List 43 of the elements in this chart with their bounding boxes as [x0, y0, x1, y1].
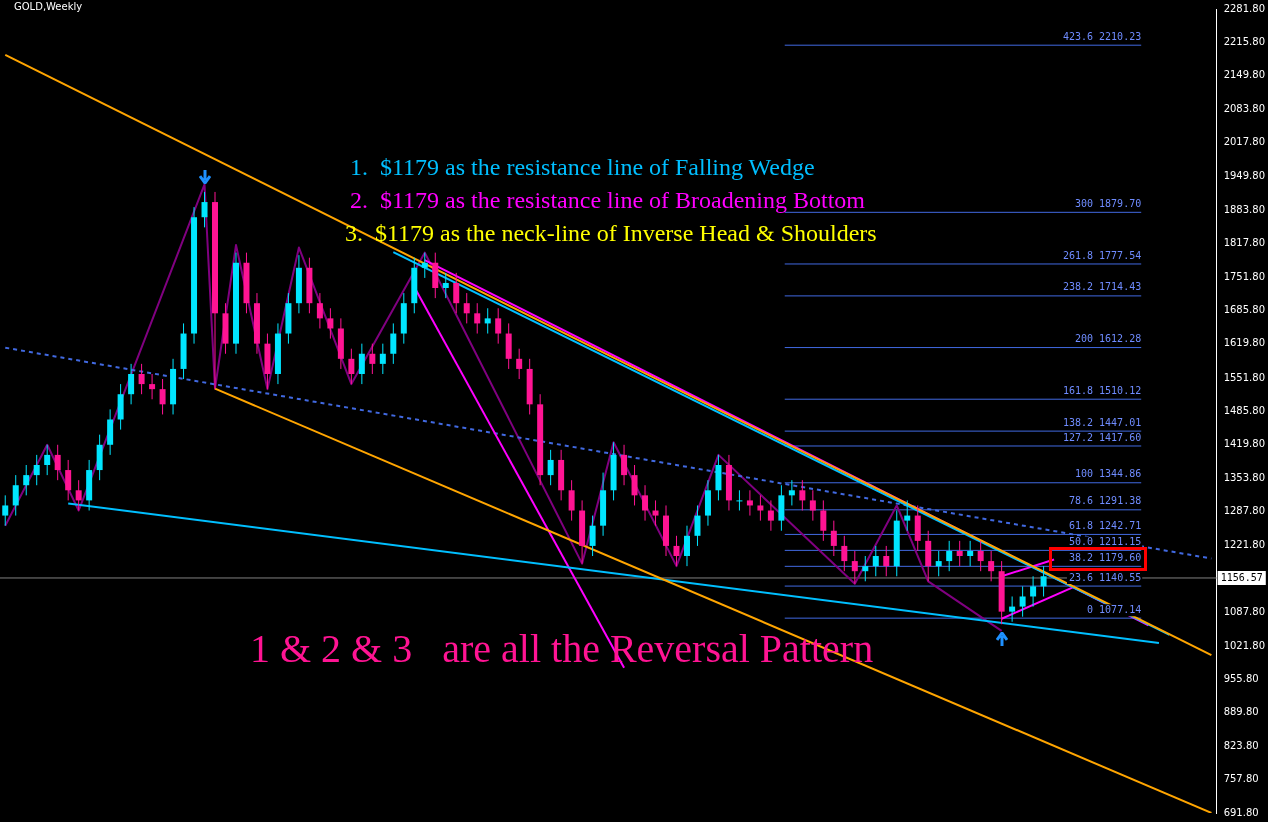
ref-line-label: 50.0 1211.15 [1068, 535, 1142, 547]
ref-line-label: 1156.57 [1220, 571, 1263, 583]
y-tick-label: 2215.80 [1223, 35, 1266, 47]
y-tick-label: 1685.80 [1223, 303, 1266, 315]
ref-line-label: 78.6 1291.38 [1068, 495, 1142, 507]
y-tick-label: 889.80 [1223, 706, 1259, 718]
y-tick-label: 955.80 [1223, 673, 1259, 685]
y-tick-label: 757.80 [1223, 773, 1259, 785]
y-tick-label: 1021.80 [1223, 639, 1266, 651]
ref-line-label: 100 1344.86 [1074, 468, 1142, 480]
y-tick-label: 1551.80 [1223, 371, 1266, 383]
y-tick-label: 1817.80 [1223, 237, 1266, 249]
ref-line-label: 161.8 1510.12 [1062, 384, 1142, 396]
ref-line-label: 0 1077.14 [1087, 603, 1142, 615]
y-tick-label: 1287.80 [1223, 505, 1266, 517]
y-tick-label: 1485.80 [1223, 405, 1266, 417]
ref-line-label: 261.8 1777.54 [1062, 249, 1142, 261]
y-tick-label: 1353.80 [1223, 471, 1266, 483]
ref-line-label: 423.6 2210.23 [1062, 30, 1142, 42]
y-tick-label: 823.80 [1223, 739, 1259, 751]
y-tick-label: 1221.80 [1223, 538, 1266, 550]
y-tick-label: 2083.80 [1223, 102, 1266, 114]
ref-line-label: 23.6 1140.55 [1068, 571, 1142, 583]
y-tick-label: 1419.80 [1223, 438, 1266, 450]
y-tick-label: 691.80 [1223, 806, 1259, 818]
y-tick-label: 1619.80 [1223, 337, 1266, 349]
y-tick-label: 1883.80 [1223, 203, 1266, 215]
chart-title: GOLD,Weekly [14, 0, 83, 12]
ref-line-label: 38.2 1179.60 [1068, 551, 1142, 563]
ref-line-label: 138.2 1447.01 [1062, 416, 1142, 428]
y-tick-label: 2017.80 [1223, 136, 1266, 148]
y-tick-label: 1751.80 [1223, 270, 1266, 282]
y-tick-label: 2149.80 [1223, 69, 1266, 81]
ref-line-label: 238.2 1714.43 [1062, 281, 1142, 293]
y-tick-label: 1949.80 [1223, 170, 1266, 182]
annotation: 1. $1179 as the resistance line of Falling Wedge [350, 154, 815, 180]
ref-line-label: 127.2 1417.60 [1062, 431, 1142, 443]
ref-line-label: 200 1612.28 [1074, 333, 1142, 345]
y-tick-label: 2281.80 [1223, 2, 1266, 14]
ref-line-label: 300 1879.70 [1074, 197, 1142, 209]
annotation: 2. $1179 as the resistance line of Broadening Bottom [350, 187, 866, 213]
ref-line-label: 61.8 1242.71 [1068, 520, 1142, 532]
y-tick-label: 1087.80 [1223, 606, 1266, 618]
